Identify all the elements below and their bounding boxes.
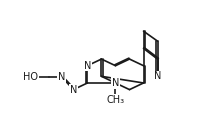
Text: N: N [153,71,160,81]
Text: N: N [58,72,65,82]
Text: CH₃: CH₃ [106,95,124,105]
Text: N: N [111,78,119,88]
Text: HO: HO [23,72,38,82]
Text: N: N [69,85,77,95]
Text: N: N [83,61,91,71]
